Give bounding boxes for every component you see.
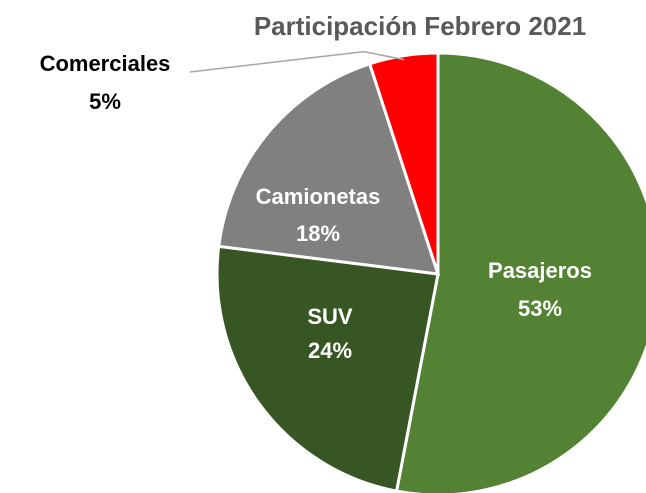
slice-value-label: 24% xyxy=(308,338,352,363)
slice-value-label: 53% xyxy=(518,296,562,321)
leader-line xyxy=(189,50,405,73)
pie-slice xyxy=(217,61,441,276)
slice-value-label: 5% xyxy=(89,89,121,114)
pie-slice xyxy=(215,244,440,493)
slice-label: SUV xyxy=(307,304,353,329)
slice-label: Pasajeros xyxy=(488,258,592,283)
slice-label: Comerciales xyxy=(40,51,171,76)
chart-title: Participación Febrero 2021 xyxy=(254,11,586,41)
pie-slice xyxy=(394,51,646,493)
slice-label: Camionetas xyxy=(256,184,381,209)
pie-slice xyxy=(367,51,440,275)
slice-value-label: 18% xyxy=(296,221,340,246)
